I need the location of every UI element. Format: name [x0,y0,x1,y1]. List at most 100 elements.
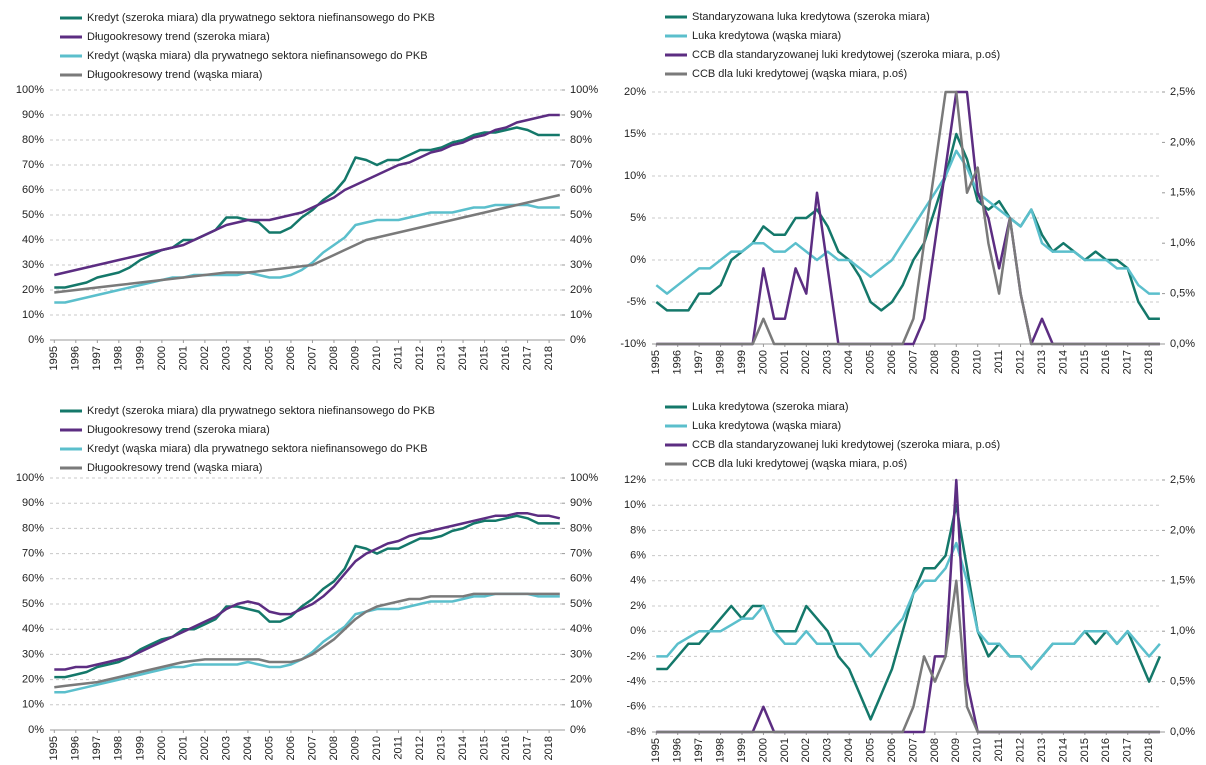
y-tick-label: 10% [22,699,44,711]
y-tick-label: 90% [22,109,44,121]
x-tick-label: 1997 [91,346,103,370]
y-tick-label: 50% [22,598,44,610]
legend-label: Standaryzowana luka kredytowa (szeroka m… [692,11,930,23]
x-tick-label: 2007 [907,738,919,762]
y2-tick-label: 80% [570,522,592,534]
x-tick-label: 2002 [199,736,211,760]
y-tick-label: 6% [630,550,646,562]
x-tick-label: 1995 [650,350,662,374]
series-line [656,503,1162,721]
x-tick-label: 2003 [220,346,232,370]
y-tick-label: 50% [22,209,44,221]
x-tick-label: 2006 [285,736,297,760]
x-tick-label: 2007 [306,736,318,760]
y-tick-label: -4% [626,676,646,688]
x-tick-label: 2003 [220,736,232,760]
x-tick-label: 2009 [349,346,361,370]
y-tick-label: 80% [22,522,44,534]
x-tick-label: 2002 [800,350,812,374]
y-tick-label: 15% [624,128,646,140]
y2-tick-label: 80% [570,134,592,146]
x-tick-label: 2009 [349,736,361,760]
y2-tick-label: 1,5% [1170,575,1195,587]
series-line [54,512,561,671]
x-tick-label: 2018 [1143,738,1155,762]
x-tick-label: 1999 [736,350,748,374]
x-tick-label: 2003 [822,738,834,762]
x-tick-label: 2012 [414,346,426,370]
x-tick-label: 2015 [478,736,490,760]
x-tick-label: 1999 [736,738,748,762]
y2-tick-label: 0% [570,334,586,346]
y2-tick-label: 50% [570,598,592,610]
x-tick-label: 1996 [70,736,82,760]
x-tick-label: 2000 [156,736,168,760]
legend-label: Długookresowy trend (wąska miara) [87,69,262,81]
x-tick-label: 2004 [843,738,855,762]
x-tick-label: 2011 [993,738,1005,762]
x-tick-label: 2015 [478,346,490,370]
x-tick-label: 2013 [1036,738,1048,762]
y-tick-label: 30% [22,648,44,660]
y-tick-label: 90% [22,497,44,509]
x-tick-label: 2015 [1079,350,1091,374]
x-tick-label: 1998 [714,350,726,374]
x-tick-label: 2000 [156,346,168,370]
x-tick-label: 2011 [392,736,404,760]
y2-tick-label: 2,5% [1170,86,1195,98]
y2-tick-label: 0% [570,724,586,736]
series-line [54,113,560,277]
y2-tick-label: 100% [570,472,598,484]
x-tick-label: 1999 [134,346,146,370]
y2-tick-label: 70% [570,159,592,171]
y2-tick-label: 1,0% [1170,237,1195,249]
x-tick-label: 2008 [929,350,941,374]
y-tick-label: 80% [22,134,44,146]
series-line [54,592,560,689]
y-tick-label: 60% [22,573,44,585]
x-tick-label: 2008 [328,736,340,760]
x-tick-label: 2010 [371,346,383,370]
x-tick-label: 2000 [757,738,769,762]
x-tick-label: 2011 [993,350,1005,374]
y2-tick-label: 60% [570,184,592,196]
y2-tick-label: 0,0% [1170,726,1195,738]
x-tick-label: 2006 [886,738,898,762]
y-tick-label: 100% [16,84,44,96]
x-tick-label: 1995 [48,346,60,370]
x-tick-label: 2004 [843,350,855,374]
y-tick-label: -10% [620,338,646,350]
y-tick-label: 10% [624,499,646,511]
x-tick-label: 2001 [177,736,189,760]
x-tick-label: 2010 [972,738,984,762]
x-tick-label: 2000 [757,350,769,374]
y-tick-label: -8% [626,726,646,738]
y-tick-label: 4% [630,575,646,587]
series-line [54,514,560,679]
y-tick-label: 40% [22,623,44,635]
x-tick-label: 2004 [242,346,254,370]
y2-tick-label: 2,0% [1170,136,1195,148]
x-tick-label: 2010 [371,736,383,760]
y2-tick-label: 2,5% [1170,474,1195,486]
series-line [655,132,1160,321]
x-tick-label: 2003 [822,350,834,374]
x-tick-label: 1997 [91,736,103,760]
x-tick-label: 2012 [1014,738,1026,762]
y-tick-label: 20% [22,284,44,296]
x-tick-label: 1999 [134,736,146,760]
y-tick-label: -6% [626,701,646,713]
x-tick-label: 2006 [886,350,898,374]
x-tick-label: 2014 [1057,350,1069,374]
series-line [54,126,560,289]
x-tick-label: 2012 [1014,350,1026,374]
y2-tick-label: 0,5% [1170,288,1195,300]
x-tick-label: 1996 [672,738,684,762]
y2-tick-label: 40% [570,234,592,246]
y2-tick-label: 90% [570,109,592,121]
x-tick-label: 2013 [435,346,447,370]
x-tick-label: 2005 [864,738,876,762]
legend-label: CCB dla luki kredytowej (wąska miara, p.… [692,68,907,80]
series-line [656,90,1160,346]
